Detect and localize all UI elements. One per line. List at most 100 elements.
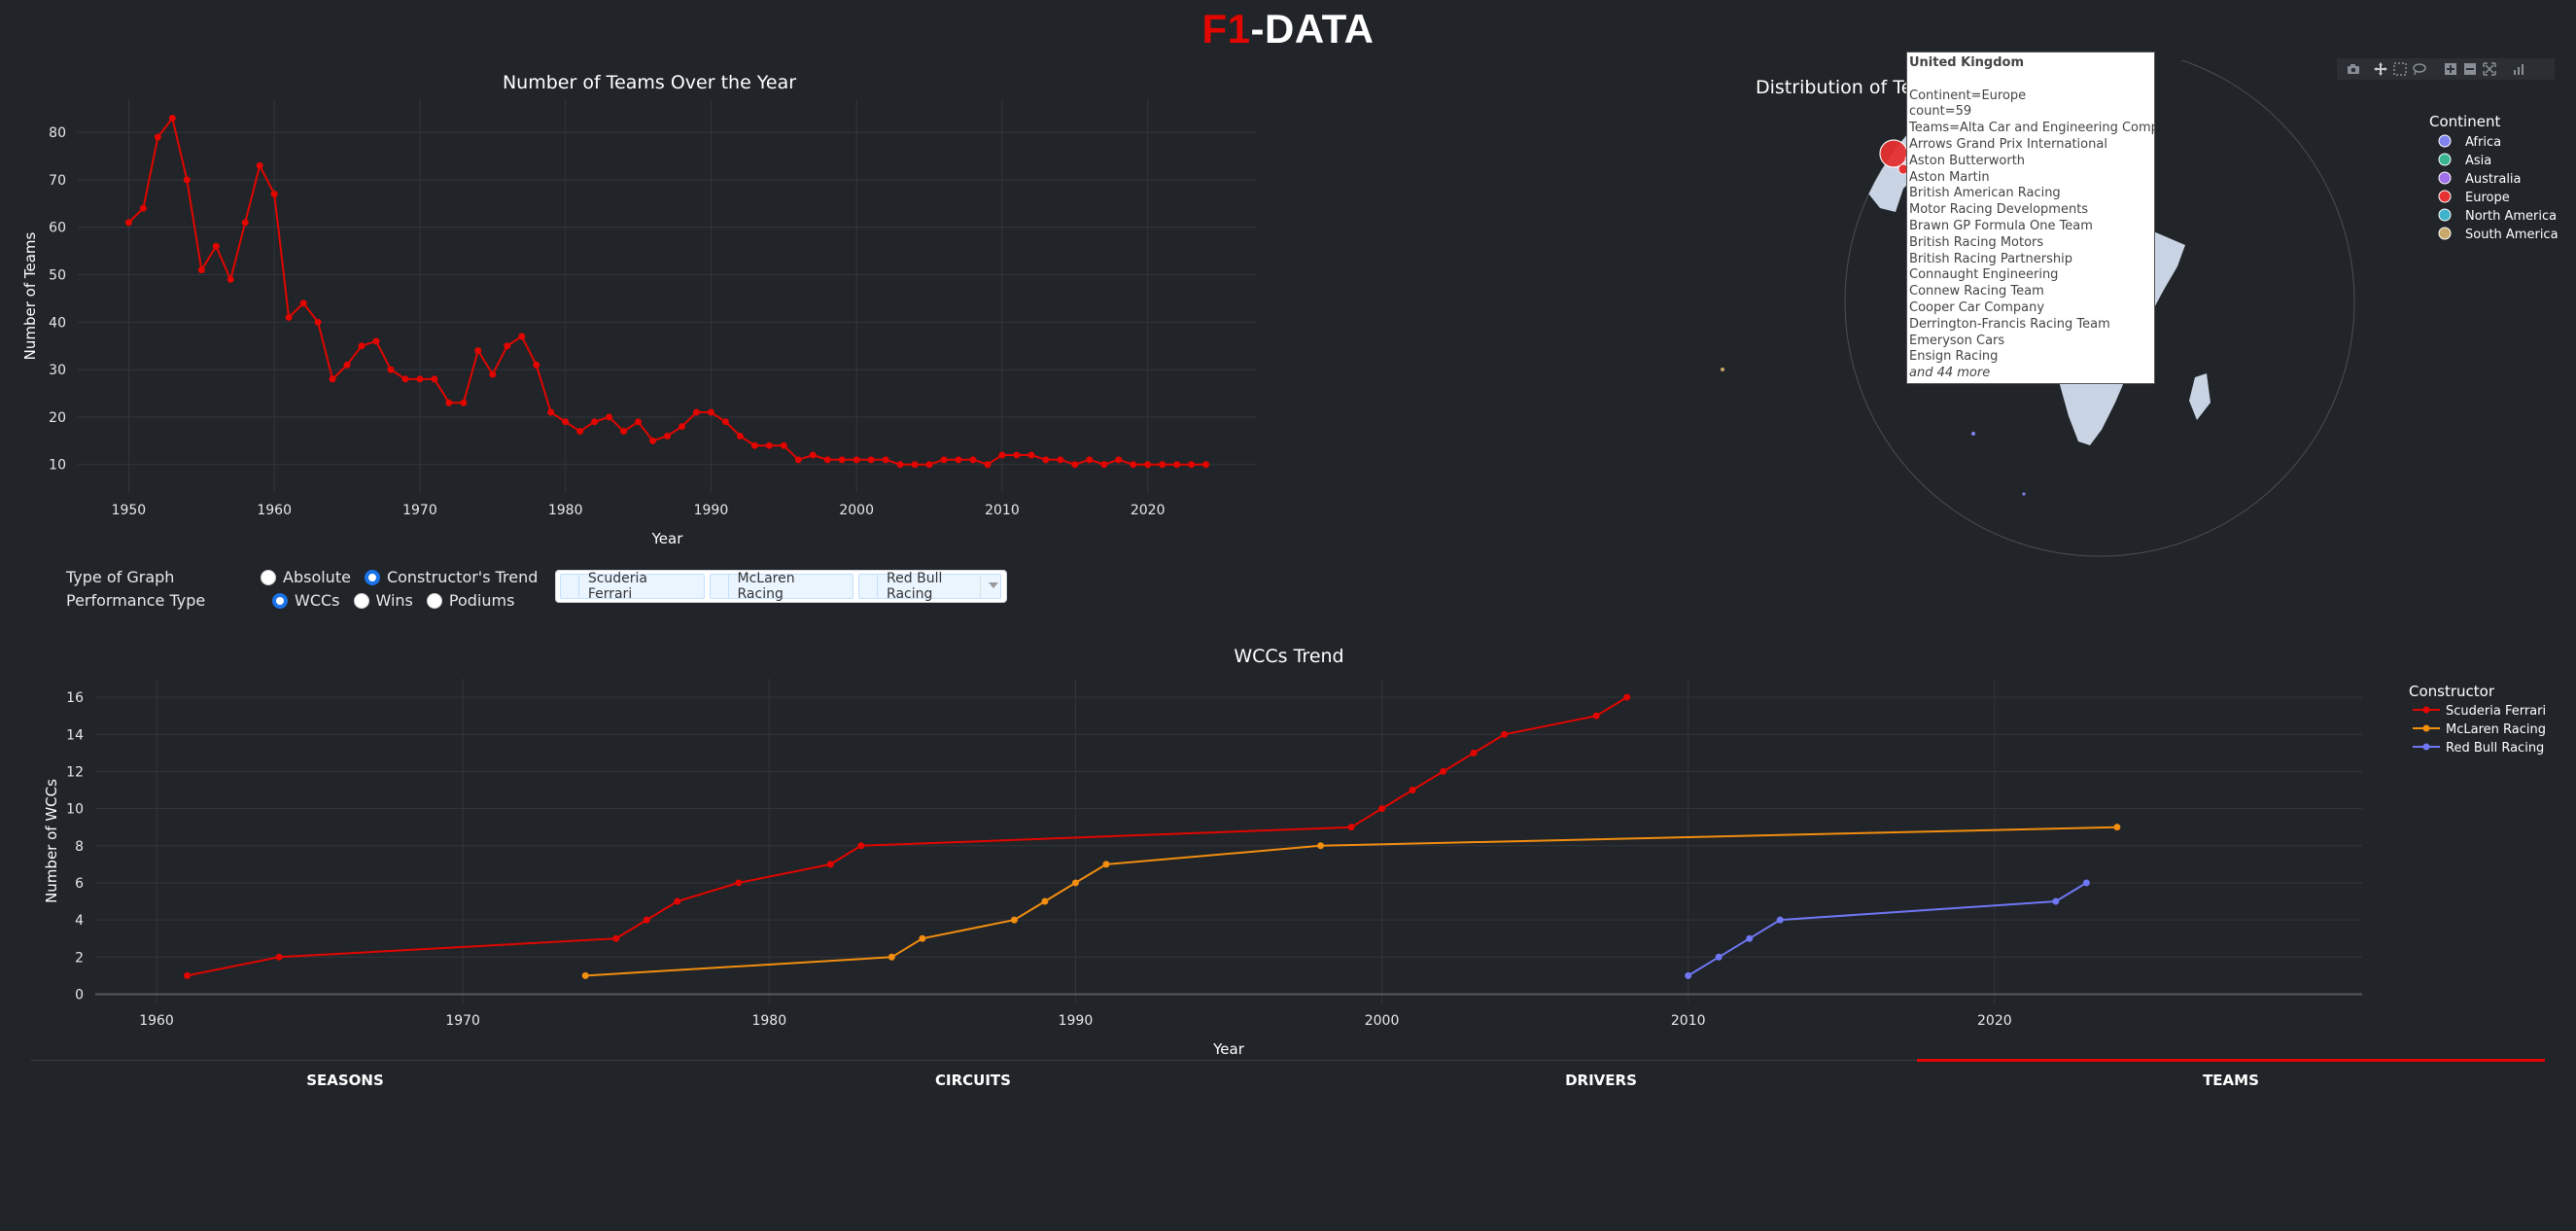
tab-circuits[interactable]: CIRCUITS [935, 1072, 1011, 1089]
data-point[interactable] [750, 441, 758, 449]
data-point[interactable] [925, 461, 933, 469]
radio-wins[interactable] [353, 592, 369, 609]
data-point[interactable] [1592, 712, 1600, 720]
data-point[interactable] [1715, 953, 1723, 961]
data-point[interactable] [343, 361, 351, 369]
data-point[interactable] [1071, 879, 1079, 887]
data-point[interactable] [707, 408, 714, 416]
data-point[interactable] [882, 456, 889, 464]
selected-team-chip[interactable]: McLaren Racing [709, 571, 854, 602]
data-point[interactable] [197, 266, 205, 274]
legend-marker[interactable] [2438, 227, 2452, 240]
data-point[interactable] [1013, 451, 1021, 459]
data-point[interactable] [867, 456, 875, 464]
performance-option-wccs[interactable]: WCCs [272, 591, 340, 610]
data-point[interactable] [2052, 897, 2060, 905]
data-point[interactable] [547, 408, 555, 416]
data-point[interactable] [1202, 461, 1210, 469]
data-point[interactable] [1409, 787, 1416, 794]
data-point[interactable] [2113, 824, 2121, 831]
data-point[interactable] [1317, 842, 1325, 850]
data-point[interactable] [504, 342, 511, 350]
data-point[interactable] [896, 461, 904, 469]
data-point[interactable] [358, 342, 366, 350]
data-point[interactable] [591, 418, 599, 426]
radio-podiums[interactable] [426, 592, 442, 609]
tab-seasons[interactable]: SEASONS [306, 1072, 384, 1089]
data-point[interactable] [139, 204, 147, 212]
marker-small[interactable] [2022, 492, 2026, 496]
data-point[interactable] [736, 432, 744, 440]
team-multi-select[interactable]: Scuderia Ferrari McLaren Racing Red Bull… [555, 570, 1007, 603]
data-point[interactable] [955, 456, 962, 464]
tab-teams[interactable]: TEAMS [1917, 1059, 2545, 1100]
selected-team-chip[interactable]: Scuderia Ferrari [560, 571, 705, 602]
data-point[interactable] [154, 133, 161, 141]
data-point[interactable] [1057, 456, 1064, 464]
box-select-icon[interactable] [2393, 62, 2407, 76]
data-point[interactable] [1027, 451, 1035, 459]
data-point[interactable] [184, 971, 191, 979]
data-point[interactable] [576, 428, 584, 436]
data-point[interactable] [1071, 461, 1079, 469]
data-point[interactable] [168, 115, 176, 123]
data-point[interactable] [1159, 461, 1166, 469]
data-point[interactable] [888, 953, 895, 961]
data-point[interactable] [606, 413, 613, 421]
data-point[interactable] [1086, 456, 1094, 464]
data-point[interactable] [401, 375, 409, 383]
data-point[interactable] [2082, 879, 2090, 887]
data-point[interactable] [275, 953, 283, 961]
data-point[interactable] [940, 456, 948, 464]
data-point[interactable] [270, 191, 278, 198]
data-point[interactable] [241, 219, 249, 227]
marker-uk[interactable] [1879, 139, 1908, 168]
data-point[interactable] [329, 375, 336, 383]
data-point[interactable] [1623, 693, 1631, 701]
data-point[interactable] [620, 428, 628, 436]
data-point[interactable] [969, 456, 977, 464]
reset-view-icon[interactable] [2483, 62, 2496, 76]
data-point[interactable] [183, 176, 191, 184]
data-point[interactable] [1347, 824, 1355, 831]
data-point[interactable] [226, 275, 234, 283]
data-point[interactable] [299, 299, 307, 307]
data-point[interactable] [314, 318, 322, 326]
data-point[interactable] [1010, 916, 1018, 924]
data-point[interactable] [1042, 456, 1050, 464]
data-point[interactable] [1188, 461, 1196, 469]
data-point[interactable] [1378, 805, 1386, 813]
plotly-logo-icon[interactable] [2512, 62, 2525, 76]
data-point[interactable] [431, 375, 438, 383]
tab-drivers[interactable]: DRIVERS [1565, 1072, 1637, 1089]
data-point[interactable] [1115, 456, 1123, 464]
data-point[interactable] [533, 361, 540, 369]
data-point[interactable] [387, 366, 395, 373]
data-point[interactable] [643, 916, 650, 924]
data-point[interactable] [416, 375, 424, 383]
data-point[interactable] [635, 418, 643, 426]
data-point[interactable] [1685, 971, 1692, 979]
data-point[interactable] [721, 418, 729, 426]
legend-marker[interactable] [2438, 190, 2452, 203]
data-point[interactable] [1100, 461, 1108, 469]
data-point[interactable] [692, 408, 700, 416]
performance-option-wins[interactable]: Wins [353, 591, 413, 610]
data-point[interactable] [826, 861, 834, 868]
data-point[interactable] [372, 337, 380, 345]
radio-constructors-trend[interactable] [364, 569, 380, 585]
selected-team-chip[interactable]: Red Bull Racing [858, 571, 1002, 602]
data-point[interactable] [674, 897, 681, 905]
data-point[interactable] [678, 423, 685, 431]
data-point[interactable] [794, 456, 802, 464]
legend-marker[interactable] [2438, 134, 2452, 148]
data-point[interactable] [735, 879, 743, 887]
data-point[interactable] [1144, 461, 1152, 469]
data-point[interactable] [612, 934, 620, 942]
camera-icon[interactable] [2347, 62, 2360, 76]
legend-marker[interactable] [2438, 153, 2452, 166]
lasso-icon[interactable] [2413, 62, 2426, 76]
data-point[interactable] [998, 451, 1006, 459]
legend-marker[interactable] [2438, 171, 2452, 185]
radio-absolute[interactable] [261, 569, 276, 585]
